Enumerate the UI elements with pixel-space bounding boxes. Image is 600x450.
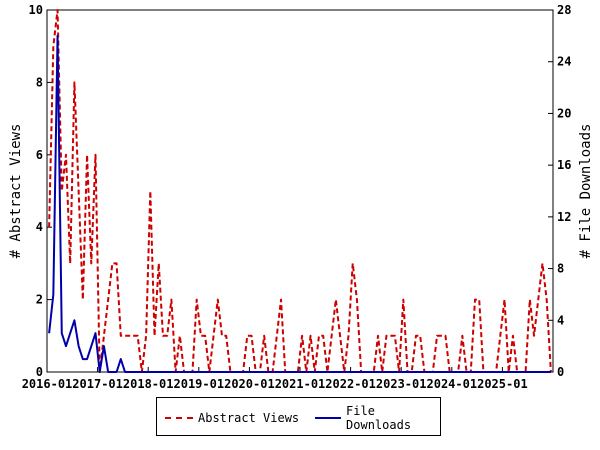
left-y-tick-label: 0 [36,365,43,379]
x-tick-label: 2019-01 [174,377,225,391]
left-y-axis: 0 2 4 6 8 10 [29,3,52,379]
series-line-file-downloads [48,34,551,373]
x-tick-label: 2018-01 [123,377,174,391]
x-tick-label: 2016-01 [22,377,73,391]
legend-swatch-abstract-views [165,417,193,419]
x-axis: 2016-01 2017-01 2018-01 2019-01 2020-01 2021-… [22,367,528,391]
right-y-tick-label: 0 [557,365,564,379]
legend-item-file-downloads: File Downloads [315,404,440,432]
left-y-tick-label: 2 [36,293,43,307]
right-axis-title: # File Downloads [578,124,594,259]
right-y-tick-label: 4 [557,313,564,327]
right-y-tick-label: 12 [557,210,571,224]
series-line-abstract-views [48,9,552,373]
right-y-tick-label: 8 [557,262,564,276]
left-y-tick-label: 10 [29,3,43,17]
right-y-axis: 0 4 8 12 16 20 24 28 [548,3,571,379]
x-tick-label: 2022-01 [325,377,376,391]
plot-area [46,9,554,373]
legend-swatch-file-downloads [315,417,342,419]
x-tick-label: 2024-01 [427,377,478,391]
left-axis-title: # Abstract Views [8,124,24,259]
left-y-tick-label: 6 [36,148,43,162]
legend-label-file-downloads: File Downloads [346,404,412,432]
x-tick-label: 2025-01 [477,377,528,391]
legend-item-abstract-views: Abstract Views [165,411,299,425]
right-y-tick-label: 24 [557,55,571,69]
legend: Abstract Views File Downloads [156,397,441,436]
left-y-tick-label: 4 [36,220,43,234]
x-tick-label: 2017-01 [72,377,123,391]
x-tick-label: 2020-01 [224,377,275,391]
right-y-tick-label: 28 [557,3,571,17]
series-layer [48,9,552,373]
right-y-tick-label: 20 [557,106,571,120]
right-y-tick-label: 16 [557,158,571,172]
left-y-tick-label: 8 [36,75,43,89]
x-tick-label: 2023-01 [376,377,427,391]
x-tick-label: 2021-01 [275,377,326,391]
legend-label-abstract-views: Abstract Views [198,411,300,425]
